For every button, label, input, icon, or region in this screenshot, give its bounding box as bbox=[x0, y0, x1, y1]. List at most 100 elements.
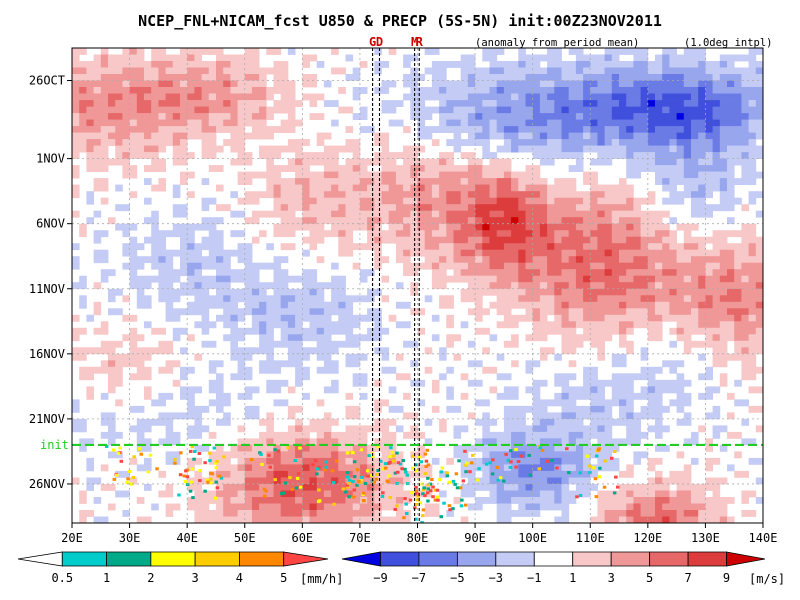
field-cell bbox=[590, 282, 598, 290]
field-cell bbox=[712, 347, 721, 355]
field-cell bbox=[374, 48, 382, 55]
field-cell bbox=[475, 444, 483, 452]
field-cell bbox=[467, 74, 476, 81]
field-cell bbox=[381, 425, 390, 433]
field-cell bbox=[655, 236, 663, 244]
field-cell bbox=[395, 210, 404, 218]
field-cell bbox=[633, 431, 641, 439]
field-cell bbox=[144, 438, 152, 446]
field-cell bbox=[741, 204, 749, 212]
field-cell bbox=[100, 80, 109, 88]
field-cell bbox=[503, 217, 512, 225]
field-cell bbox=[583, 282, 591, 290]
field-cell bbox=[590, 191, 598, 199]
field-cell bbox=[547, 308, 555, 316]
field-cell bbox=[86, 139, 94, 146]
field-cell bbox=[568, 497, 577, 504]
field-cell bbox=[568, 145, 577, 153]
field-cell bbox=[647, 197, 656, 205]
field-cell bbox=[79, 80, 87, 88]
field-cell bbox=[244, 67, 253, 75]
precip-cell bbox=[414, 517, 418, 521]
field-cell bbox=[93, 516, 102, 523]
field-cell bbox=[72, 126, 80, 133]
field-cell bbox=[108, 126, 116, 133]
field-cell bbox=[561, 139, 570, 146]
field-cell bbox=[165, 139, 174, 146]
field-cell bbox=[403, 301, 411, 309]
field-cell bbox=[489, 243, 498, 251]
field-cell bbox=[633, 262, 641, 270]
field-cell bbox=[712, 132, 721, 140]
field-cell bbox=[561, 288, 570, 296]
field-cell bbox=[503, 373, 512, 381]
field-cell bbox=[302, 301, 310, 309]
field-cell bbox=[547, 249, 555, 257]
field-cell bbox=[352, 438, 361, 446]
field-cell bbox=[460, 184, 469, 192]
field-cell bbox=[662, 152, 670, 159]
field-cell bbox=[532, 67, 541, 75]
field-cell bbox=[633, 451, 641, 459]
field-cell bbox=[482, 171, 490, 179]
field-cell bbox=[705, 204, 713, 212]
field-cell bbox=[727, 288, 735, 296]
field-cell bbox=[295, 477, 303, 485]
field-cell bbox=[395, 236, 404, 244]
field-cell bbox=[669, 106, 677, 114]
field-cell bbox=[352, 87, 361, 94]
field-cell bbox=[647, 314, 656, 322]
field-cell bbox=[503, 269, 512, 277]
field-cell bbox=[316, 353, 325, 361]
field-cell bbox=[475, 308, 483, 316]
field-cell bbox=[244, 470, 253, 478]
field-cell bbox=[619, 119, 627, 127]
field-cell bbox=[705, 106, 713, 114]
field-cell bbox=[388, 438, 397, 446]
field-cell bbox=[439, 171, 447, 179]
field-cell bbox=[237, 503, 246, 511]
field-cell bbox=[575, 418, 584, 426]
precip-cell bbox=[139, 452, 143, 456]
field-cell bbox=[453, 497, 462, 504]
field-cell bbox=[511, 256, 519, 264]
field-cell bbox=[345, 217, 354, 225]
field-cell bbox=[561, 80, 570, 88]
field-cell bbox=[316, 334, 325, 342]
field-cell bbox=[187, 249, 195, 257]
field-cell bbox=[547, 236, 555, 244]
field-cell bbox=[115, 139, 123, 146]
precip-cell bbox=[296, 472, 301, 476]
field-cell bbox=[539, 152, 548, 159]
field-cell bbox=[619, 217, 627, 225]
field-cell bbox=[539, 301, 548, 309]
field-cell bbox=[604, 217, 613, 225]
precip-cell bbox=[148, 453, 153, 457]
field-cell bbox=[100, 145, 109, 153]
field-cell bbox=[647, 223, 656, 231]
field-cell bbox=[208, 80, 217, 88]
field-cell bbox=[295, 275, 303, 283]
field-cell bbox=[525, 425, 534, 433]
field-cell bbox=[676, 249, 685, 257]
field-cell bbox=[367, 444, 375, 452]
field-cell bbox=[129, 457, 138, 465]
field-cell bbox=[273, 282, 282, 290]
field-cell bbox=[194, 444, 202, 452]
field-cell bbox=[381, 178, 390, 185]
field-cell bbox=[683, 464, 692, 472]
field-cell bbox=[453, 353, 462, 361]
field-cell bbox=[597, 80, 605, 88]
field-cell bbox=[381, 503, 390, 511]
field-cell bbox=[216, 497, 224, 504]
field-cell bbox=[755, 61, 763, 68]
field-cell bbox=[144, 217, 152, 225]
field-cell bbox=[187, 191, 195, 199]
field-cell bbox=[266, 412, 274, 420]
field-cell bbox=[352, 158, 361, 166]
field-cell bbox=[144, 61, 152, 68]
field-cell bbox=[216, 503, 224, 511]
field-cell bbox=[619, 386, 627, 394]
field-cell bbox=[259, 418, 267, 426]
field-cell bbox=[691, 301, 699, 309]
